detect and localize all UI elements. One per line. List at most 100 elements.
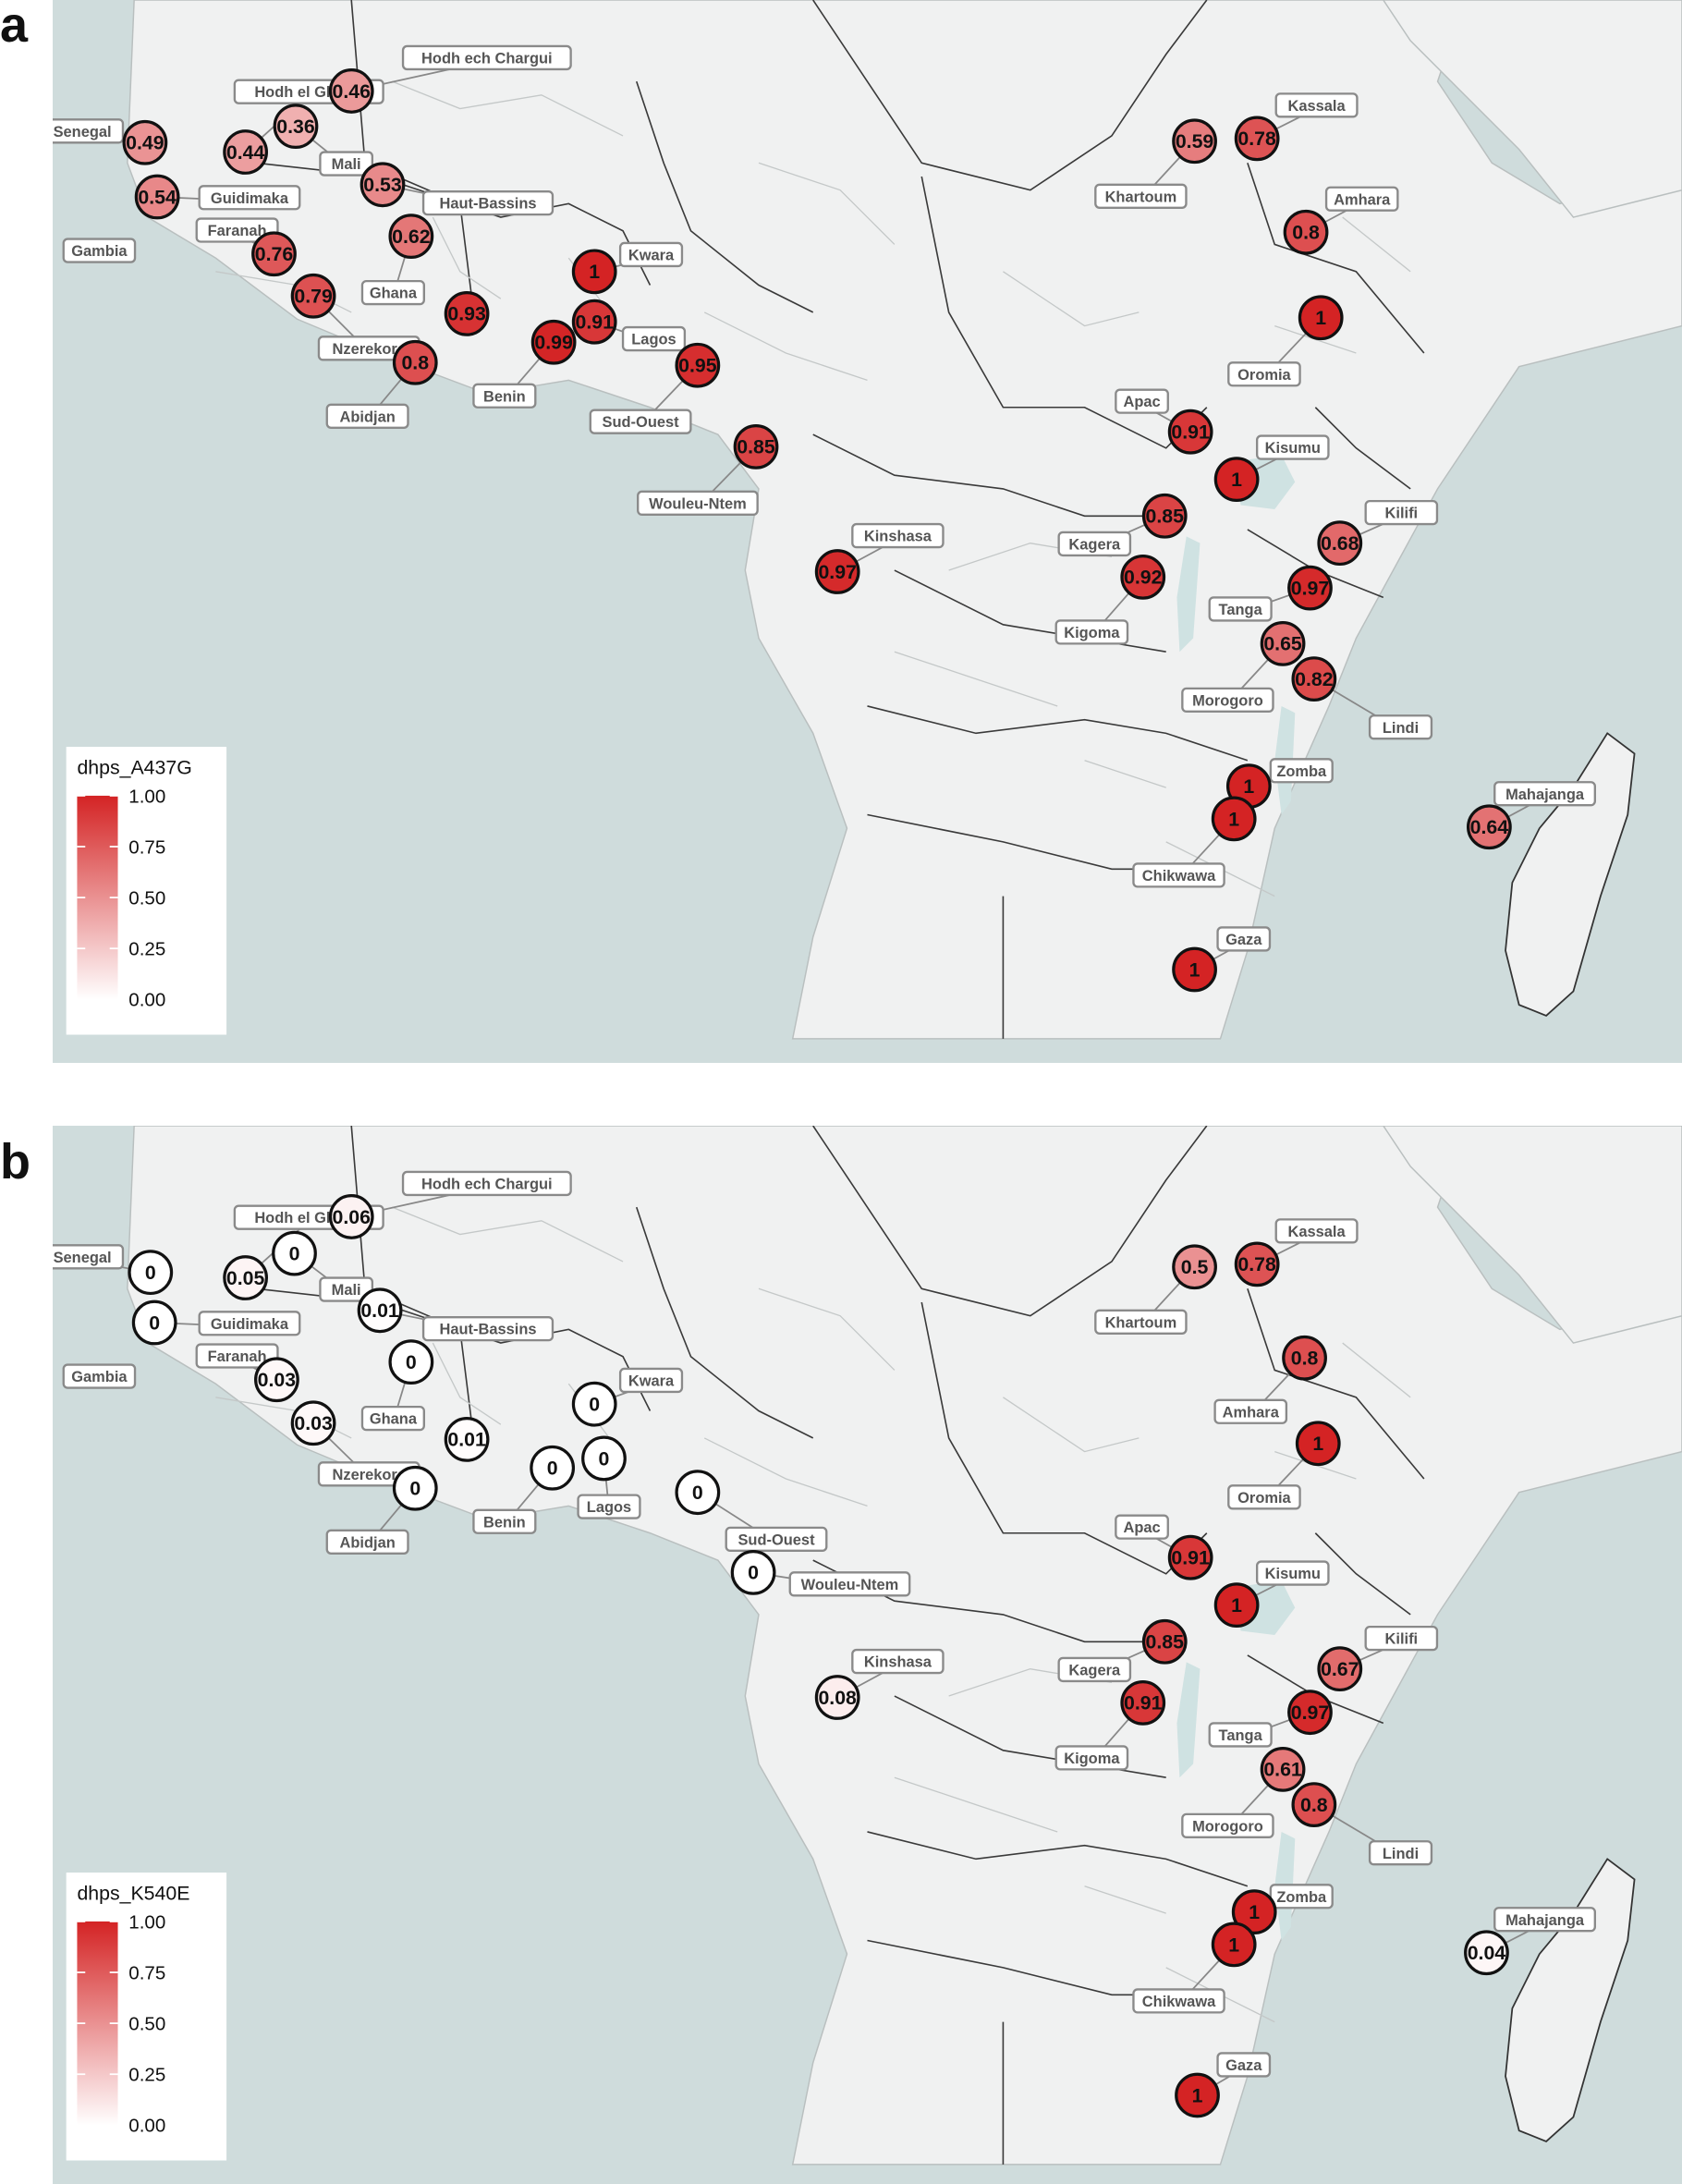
marker-circle xyxy=(388,214,434,260)
site-label: Oromia xyxy=(1227,1443,1319,1510)
marker-circle xyxy=(1120,1680,1166,1726)
label-box xyxy=(1368,714,1433,740)
label-text: Kwara xyxy=(628,1373,675,1389)
marker-value: 1 xyxy=(1312,1433,1323,1455)
border-line xyxy=(1247,163,1425,354)
border-line xyxy=(812,1126,1208,1317)
marker-circle xyxy=(733,423,779,470)
marker-circle xyxy=(1175,2072,1220,2118)
label-text: Senegal xyxy=(54,124,112,140)
label-text: Kilifi xyxy=(1385,506,1419,522)
site-label: Faranah xyxy=(195,1343,279,1381)
label-box xyxy=(1216,926,1272,952)
admin-border xyxy=(1003,1397,1140,1453)
marker-circle xyxy=(530,1445,576,1491)
label-text: Oromia xyxy=(1237,367,1291,384)
map-panel-b: Hodh ech Chargui Hodh el Gharbi Senegal Mal… xyxy=(53,1126,1682,2184)
site-marker: 0.62 xyxy=(388,214,434,260)
site-marker: 0.03 xyxy=(254,1357,299,1403)
land-madagascar xyxy=(1505,732,1636,1017)
marker-circle xyxy=(392,1465,438,1511)
border-line xyxy=(894,1695,1166,1778)
admin-border xyxy=(703,311,868,381)
site-marker: 0.92 xyxy=(1120,555,1166,600)
label-box xyxy=(1255,434,1330,460)
border-line xyxy=(867,705,1249,762)
marker-circle xyxy=(251,231,297,277)
marker-value: 0.53 xyxy=(363,174,402,196)
marker-value: 0.91 xyxy=(1171,1547,1210,1569)
site-marker: 0 xyxy=(530,1445,576,1491)
site-label: Apac xyxy=(1115,388,1191,433)
legend-tick-label: 0.75 xyxy=(128,1962,165,1983)
marker-value: 0 xyxy=(748,1562,759,1584)
label-box xyxy=(472,383,537,409)
label-box xyxy=(1493,781,1597,807)
marker-value: 0.67 xyxy=(1321,1658,1359,1680)
marker-circle xyxy=(254,1357,299,1403)
marker-circle xyxy=(1291,656,1337,702)
legend-tick-label: 0.25 xyxy=(128,2065,165,2086)
marker-value: 0.01 xyxy=(447,1429,486,1451)
label-box xyxy=(1054,1745,1129,1771)
site-marker: 0.8 xyxy=(392,339,438,385)
marker-circle xyxy=(388,1339,434,1385)
marker-value: 0.03 xyxy=(258,1369,297,1391)
land-madagascar xyxy=(1505,1858,1636,2142)
marker-value: 0.68 xyxy=(1321,532,1359,555)
marker-value: 0.04 xyxy=(1468,1942,1506,1964)
marker-value: 0.82 xyxy=(1295,668,1333,690)
label-text: Senegal xyxy=(54,1250,112,1266)
site-marker: 0.06 xyxy=(328,1194,374,1239)
marker-circle xyxy=(571,249,617,295)
site-marker: 0.53 xyxy=(360,162,406,208)
site-label: Kwara xyxy=(593,241,684,273)
site-marker: 0.04 xyxy=(1464,1930,1509,1976)
label-box xyxy=(1181,1812,1274,1839)
site-marker: 0.68 xyxy=(1317,520,1363,567)
site-marker: 0.91 xyxy=(1120,1680,1166,1726)
marker-circle xyxy=(581,1435,627,1482)
border-line xyxy=(812,433,1180,518)
border-line xyxy=(1314,407,1411,490)
site-label: Lagos xyxy=(593,321,687,352)
label-box xyxy=(1324,186,1399,212)
marker-value: 0.64 xyxy=(1470,816,1509,838)
label-box xyxy=(319,151,374,177)
site-marker: 0.97 xyxy=(1287,565,1333,611)
marker-value: 1 xyxy=(1228,808,1239,830)
marker-value: 0.62 xyxy=(392,226,430,248)
site-marker: 0 xyxy=(730,1549,776,1595)
label-box xyxy=(421,189,555,216)
label-text: Mahajanga xyxy=(1505,1912,1585,1929)
label-text: Abidjan xyxy=(339,1534,395,1551)
admin-border xyxy=(432,216,502,299)
site-label: Sud-Ouest xyxy=(589,364,699,434)
label-box xyxy=(198,1311,301,1336)
label-text: Guidimaka xyxy=(211,190,289,207)
border-line xyxy=(812,0,1208,191)
marker-circle xyxy=(272,1230,317,1276)
site-marker: 0.08 xyxy=(814,1675,860,1720)
label-box xyxy=(1368,1840,1433,1866)
site-marker: 0.05 xyxy=(223,1255,269,1300)
legend-tick-label: 1.00 xyxy=(128,786,165,807)
lake-tanganyika xyxy=(1176,536,1201,653)
site-label: Benin xyxy=(472,1467,554,1534)
label-text: Morogoro xyxy=(1192,692,1263,709)
site-label: Kisumu xyxy=(1236,1560,1330,1606)
marker-value: 0.8 xyxy=(401,352,429,374)
site-label: Kigoma xyxy=(1054,1702,1144,1771)
marker-value: 0.85 xyxy=(1146,1631,1185,1653)
site-marker: 1 xyxy=(1213,457,1260,503)
admin-border xyxy=(758,1287,896,1371)
label-box xyxy=(1213,1398,1288,1424)
label-text: Oromia xyxy=(1237,1490,1291,1507)
site-label: Tanga xyxy=(1208,587,1310,622)
site-label: Gaza xyxy=(1197,2052,1272,2096)
label-box xyxy=(589,409,692,434)
label-box xyxy=(1227,1484,1301,1510)
marker-circle xyxy=(1287,1690,1333,1736)
